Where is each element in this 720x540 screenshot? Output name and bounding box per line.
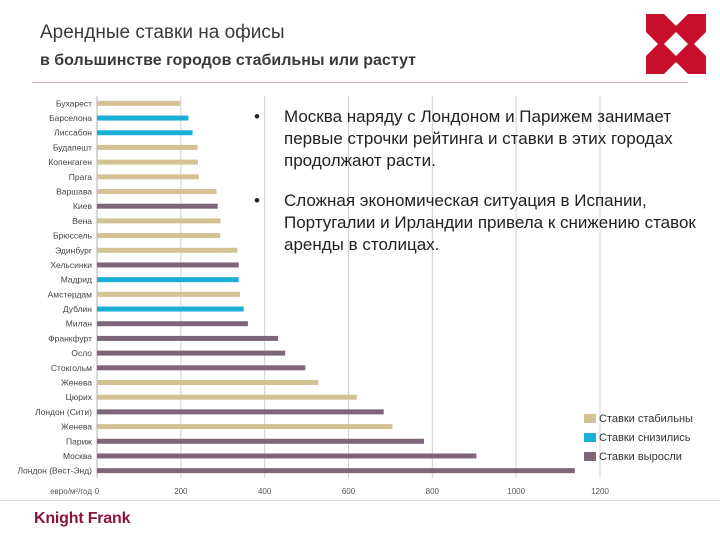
bar — [97, 468, 575, 474]
bar — [97, 189, 217, 194]
category-label: Лондон (Вест-Энд) — [17, 466, 92, 476]
category-label: Франкфурт — [48, 333, 92, 343]
category-label: Хельсинки — [50, 260, 92, 270]
bar — [97, 350, 286, 356]
legend-item-decreased: Ставки снизились — [584, 429, 693, 446]
category-label: Прага — [69, 172, 92, 182]
page-subtitle: в большинстве городов стабильны или раст… — [40, 52, 416, 69]
category-label: Москва — [63, 451, 92, 461]
bar — [97, 306, 244, 312]
x-tick-label: 600 — [342, 487, 356, 496]
x-tick-label: 800 — [426, 487, 440, 496]
category-label: Брюссель — [53, 231, 93, 241]
bar — [97, 277, 239, 283]
bar — [97, 291, 240, 297]
bar — [97, 100, 180, 106]
page-title: Арендные ставки на офисы — [40, 22, 285, 43]
commentary-text: Москва наряду с Лондоном и Парижем заним… — [284, 107, 673, 170]
legend-swatch — [584, 414, 596, 423]
bar — [97, 335, 279, 341]
category-label: Париж — [66, 436, 92, 446]
commentary-list: • Москва наряду с Лондоном и Парижем зани… — [252, 106, 708, 274]
x-tick-label: 1200 — [591, 487, 609, 496]
x-tick-label: 200 — [174, 487, 188, 496]
brand-logo-text: Knight Frank — [34, 510, 131, 527]
bullet-icon: • — [254, 107, 260, 126]
category-label: Женева — [61, 422, 92, 432]
legend-item-increased: Ставки выросли — [584, 448, 693, 465]
category-label: Осло — [71, 348, 92, 358]
bar — [97, 247, 238, 253]
unit-label: евро/м²/год — [50, 487, 92, 496]
bar — [97, 438, 424, 444]
legend-label: Ставки выросли — [599, 450, 682, 463]
header-divider — [32, 82, 688, 83]
bar — [97, 409, 384, 415]
bar — [97, 424, 393, 430]
bar — [97, 203, 218, 209]
category-label: Цюрих — [66, 392, 93, 402]
category-label: Вена — [72, 216, 92, 226]
commentary-text: Сложная экономическая ситуация в Испании… — [284, 191, 696, 254]
office-rent-bar-chart: 0 200 400 600 800 1000 1200 Бухарест Барселона Ли… — [17, 96, 609, 496]
chart-legend: Ставки стабильны Ставки снизились Ставки в… — [584, 410, 693, 467]
bullet-icon: • — [254, 191, 260, 210]
legend-label: Ставки снизились — [599, 431, 691, 444]
category-label: Киев — [73, 201, 92, 211]
category-label: Женева — [61, 378, 92, 388]
commentary-item: • Сложная экономическая ситуация в Испани… — [252, 190, 708, 256]
category-label: Лондон (Сити) — [35, 407, 92, 417]
bar — [97, 380, 319, 385]
category-label: Дублин — [63, 304, 92, 314]
legend-label: Ставки стабильны — [599, 412, 693, 425]
bar — [97, 453, 477, 459]
category-label: Амстердам — [48, 289, 93, 299]
category-label: Милан — [66, 319, 93, 329]
bar — [97, 321, 248, 327]
category-label: Эдинбург — [55, 245, 92, 255]
x-tick-label: 1000 — [507, 487, 525, 496]
legend-item-stable: Ставки стабильны — [584, 410, 693, 427]
category-label: Лиссабон — [54, 128, 92, 138]
category-label: Копенгаген — [48, 157, 92, 167]
bar — [97, 159, 199, 165]
bar — [97, 262, 239, 268]
category-label: Будапешт — [53, 142, 92, 152]
footer-divider — [0, 500, 720, 501]
bar — [97, 218, 221, 224]
category-label: Барселона — [49, 113, 92, 123]
commentary-item: • Москва наряду с Лондоном и Парижем зани… — [252, 106, 708, 172]
legend-swatch — [584, 433, 596, 442]
category-label: Бухарест — [56, 98, 92, 108]
x-tick-label: 400 — [258, 487, 272, 496]
category-label: Варшава — [56, 187, 92, 197]
bar — [97, 130, 193, 136]
category-label: Стокгольм — [51, 363, 92, 373]
bar — [97, 233, 221, 239]
category-label: Мадрид — [61, 275, 92, 285]
company-logo-icon — [646, 14, 706, 74]
bar — [97, 394, 357, 400]
x-tick-label: 0 — [95, 487, 100, 496]
bar — [97, 115, 189, 121]
bar — [97, 144, 198, 150]
bar — [97, 365, 306, 371]
legend-swatch — [584, 452, 596, 461]
bar — [97, 174, 199, 180]
